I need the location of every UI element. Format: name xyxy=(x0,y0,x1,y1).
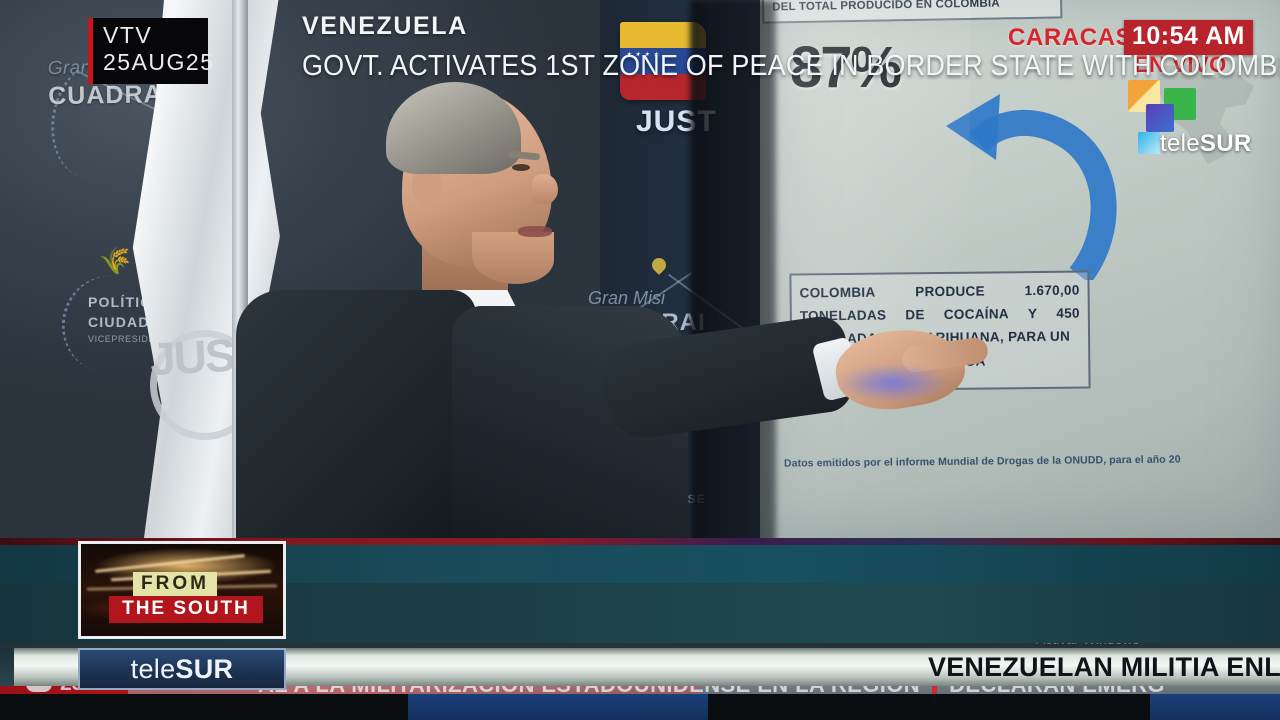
fact-line2b: DE xyxy=(905,307,925,323)
telesur-suffix: SUR xyxy=(1199,130,1252,157)
lower-third-headline: GOVT. ACTIVATES 1ST ZONE OF PEACE IN BOR… xyxy=(302,50,1280,82)
bottom-residual-blue xyxy=(1150,694,1280,720)
slide-percent-figure: 87% xyxy=(790,35,902,100)
telesur-plate-suffix: SUR xyxy=(175,653,234,684)
bottom-residual-blue xyxy=(408,694,708,720)
english-ticker-left-cap xyxy=(0,648,14,686)
logo-square-purple xyxy=(1146,104,1174,132)
vtv-bug-line1: VTV xyxy=(103,22,153,48)
show-card-title-top: FROM xyxy=(133,572,217,596)
flag-emblem-text: JUS xyxy=(148,328,235,386)
fact-line2c: COCAÍNA xyxy=(943,306,1009,323)
fact-line1c: 1.670,00 xyxy=(1024,282,1080,299)
fact-line2d: Y xyxy=(1027,306,1038,322)
telesur-plate-prefix: tele xyxy=(130,653,176,684)
live-badge: EN VIVO xyxy=(1134,52,1227,77)
telesur-logo-text: teleSUR xyxy=(1160,130,1251,158)
vtv-bug-line2: 25AUG25 xyxy=(103,49,215,76)
clock-display: 10:54 AM xyxy=(1124,20,1253,55)
lower-third-kicker: VENEZUELA xyxy=(302,12,468,40)
foreground-dark-column xyxy=(690,0,776,545)
show-card-title-bottom: THE SOUTH xyxy=(109,596,263,623)
telesur-logo-plate: teleSUR xyxy=(78,648,286,690)
show-card: FROM THE SOUTH xyxy=(78,541,286,639)
location-label: CARACAS xyxy=(1008,24,1133,51)
wheat-emblem-icon: 🌾 xyxy=(97,242,136,280)
fact-line1a: COLOMBIA xyxy=(799,284,876,301)
vtv-channel-bug: VTV 25AUG25 xyxy=(88,18,215,84)
telesur-plate-text: teleSUR xyxy=(131,654,234,685)
backdrop-politica-line3: VICEPRESIDENC xyxy=(88,333,170,344)
logo-square-cyan xyxy=(1138,132,1160,154)
telesur-prefix: tele xyxy=(1160,130,1200,157)
english-ticker-text: VENEZUELAN MILITIA ENLIST xyxy=(928,652,1280,682)
blue-arrow-graphic xyxy=(930,80,1120,285)
fact-line1b: PRODUCE xyxy=(915,283,985,300)
backdrop-banner-script-2: Gran Misi xyxy=(588,288,666,308)
fact-line2e: 450 xyxy=(1056,305,1080,321)
speaker-figure xyxy=(236,82,990,552)
telesur-logo-bug: teleSUR xyxy=(1124,56,1274,164)
lower-third-top-strip xyxy=(0,538,1280,545)
